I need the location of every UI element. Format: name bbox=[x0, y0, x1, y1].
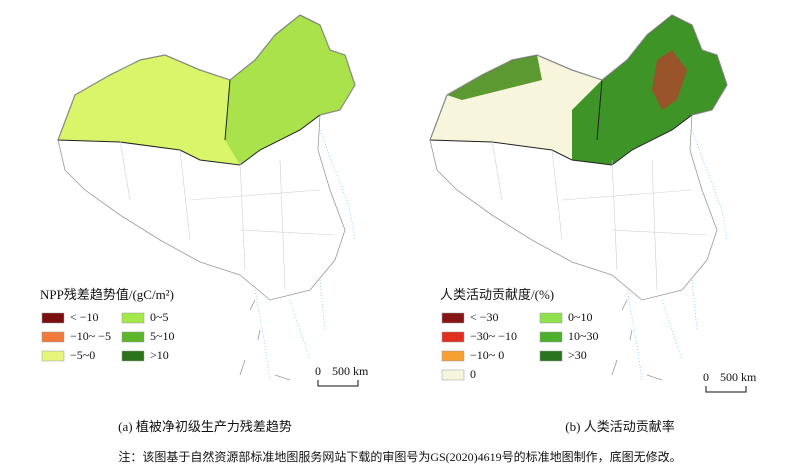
legend-label: 0~5 bbox=[150, 310, 169, 324]
note: 注：该图基于自然资源部标准地图服务网站下载的审图号为GS(2020)4619号的… bbox=[118, 449, 681, 464]
legend-label: −10~ −5 bbox=[70, 329, 111, 343]
legend-title: 人类活动贡献度/(%) bbox=[440, 287, 554, 302]
region-east bbox=[225, 15, 355, 165]
legend-swatch bbox=[539, 312, 563, 324]
legend-swatch bbox=[121, 350, 145, 362]
legend-swatch bbox=[441, 331, 465, 343]
legend-label: >10 bbox=[150, 348, 169, 362]
legend-label: 10~30 bbox=[568, 329, 599, 343]
legend-label: 0~10 bbox=[568, 310, 593, 324]
scale-end: 500 km bbox=[720, 370, 757, 384]
region-east bbox=[572, 15, 727, 165]
legend-swatch bbox=[441, 350, 465, 362]
legend-swatch bbox=[41, 331, 65, 343]
caption: (b) 人类活动贡献率 bbox=[565, 419, 674, 434]
caption: (a) 植被净初级生产力残差趋势 bbox=[118, 419, 292, 434]
scale-start: 0 bbox=[315, 364, 321, 378]
legend-swatch bbox=[539, 350, 563, 362]
legend-label: 5~10 bbox=[150, 329, 175, 343]
legend-swatch bbox=[121, 331, 145, 343]
overlay: NPP残差趋势值/(gC/m²) < −10 −10~ −5 −5~0 0~5 5~10 >… bbox=[40, 287, 757, 434]
legend-label: < −30 bbox=[470, 310, 499, 324]
legend-label: −5~0 bbox=[70, 348, 95, 362]
region-west bbox=[447, 55, 542, 100]
legend-swatch bbox=[121, 312, 145, 324]
scale-bar bbox=[705, 386, 747, 393]
map-b bbox=[429, 14, 728, 381]
legend-label: < −10 bbox=[70, 310, 99, 324]
legend-label: >30 bbox=[568, 348, 587, 362]
legend-swatch bbox=[441, 312, 465, 324]
scale-end: 500 km bbox=[332, 364, 369, 378]
scale-start: 0 bbox=[703, 370, 709, 384]
region-hot bbox=[652, 50, 687, 110]
legend-label: 0 bbox=[470, 367, 476, 381]
legend-swatch bbox=[41, 350, 65, 362]
legend-label: −10~ 0 bbox=[470, 348, 504, 362]
legend-swatch bbox=[41, 312, 65, 324]
map-a bbox=[57, 14, 356, 381]
legend-label: −30~ −10 bbox=[470, 329, 517, 343]
scale-bar bbox=[317, 380, 359, 387]
legend-swatch bbox=[441, 369, 465, 381]
legend-title: NPP残差趋势值/(gC/m²) bbox=[40, 287, 174, 302]
legend-swatch bbox=[539, 331, 563, 343]
